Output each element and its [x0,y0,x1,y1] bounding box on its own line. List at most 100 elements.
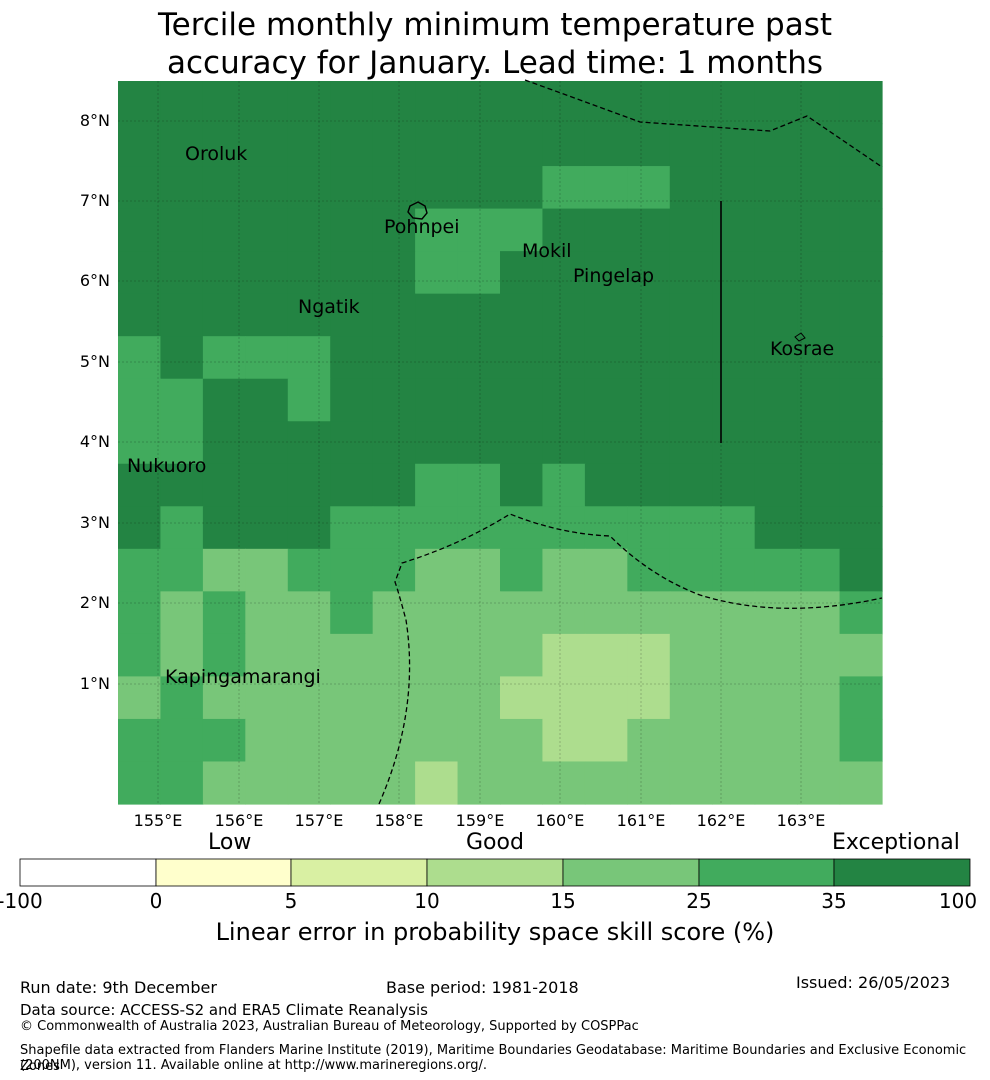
grid-cell [415,378,459,422]
colorbar-swatches [19,858,971,887]
grid-cell [627,676,671,720]
grid-cell [245,591,289,635]
colorbar-tick: 0 [149,889,163,913]
grid-cell [245,676,289,720]
grid-cell [584,676,628,720]
issued-date: Issued: 26/05/2023 [796,973,951,992]
grid-cell [627,378,671,422]
grid-cell [839,166,883,210]
title-line-1: Tercile monthly minimum temperature past [157,7,833,43]
grid-cell [754,166,798,210]
grid-cell [330,336,374,380]
grid-cell [669,378,713,422]
grid-cell [542,591,586,635]
grid-cell [457,676,501,720]
grid-cell [287,506,331,550]
grid-cell [712,123,756,167]
grid-cell [245,548,289,592]
grid-cell [330,378,374,422]
grid-cell [457,591,501,635]
grid-cell [202,166,246,210]
grid-cell [415,676,459,720]
grid-cell [754,421,798,465]
lat-label: 5°N [80,352,110,371]
lon-label: 162°E [697,811,746,830]
grid-cell [118,548,162,592]
grid-cell [542,718,586,763]
grid-cell [669,336,713,380]
grid-cell [627,123,671,167]
grid-cell [542,123,586,167]
grid-cell [627,761,671,805]
grid-cell [287,463,331,507]
kosrae-island [794,332,806,342]
place-label-kapingamarangi: Kapingamarangi [165,666,321,688]
grid-cell [457,506,501,550]
grid-cell [415,81,459,125]
pohnpei-island [407,201,428,220]
grid-cell [457,166,501,210]
grid-cell [627,463,671,507]
grid-cell [372,676,416,720]
grid-cell [372,591,416,635]
grid-cell [754,506,798,550]
grid-cell [202,251,246,295]
grid-cell [669,676,713,720]
grid-cell [584,208,628,252]
grid-cell [584,548,628,592]
grid-cell [287,378,331,422]
grid-cell [160,761,204,805]
grid-cell [500,676,544,720]
lon-label: 157°E [295,811,344,830]
grid-cell [627,336,671,380]
grid-cell [669,208,713,252]
grid-cell [584,633,628,678]
grid-cell [754,633,798,678]
grid-cell [797,336,841,380]
grid-cell [415,591,459,635]
grid-cell [118,633,162,678]
grid-cell [118,336,162,380]
grid-cell [839,208,883,252]
grid-cell [160,506,204,550]
grid-cell [118,81,162,125]
grid-cell [500,166,544,210]
grid-cell [669,761,713,805]
grid-cell [160,421,204,465]
grid-cell [669,633,713,678]
grid-cell [330,676,374,720]
grid-cell [712,293,756,337]
grid-cell [500,463,544,507]
grid-cell [542,761,586,805]
grid-cell [245,506,289,550]
grid-cell [202,123,246,167]
grid-cell [584,421,628,465]
grid-cell [669,166,713,210]
grid-cell [500,718,544,763]
grid-cell [669,506,713,550]
grid-cell [500,506,544,550]
grid-cell [457,463,501,507]
grid-cell [330,463,374,507]
grid-cell [372,166,416,210]
grid-cell [330,421,374,465]
grid-cell [245,166,289,210]
grid-cell [330,718,374,763]
grid-cell [627,251,671,295]
skill-grid [118,81,883,805]
grid-cell [415,336,459,380]
colorbar-tick: 25 [686,889,712,913]
grid-cell [457,378,501,422]
place-label-nukuoro: Nukuoro [127,455,206,477]
grid-cell [330,293,374,337]
grid-cell [754,208,798,252]
grid-cell [500,761,544,805]
grid-cell [245,293,289,337]
grid-cell [669,251,713,295]
grid-cell [669,293,713,337]
place-label-kosrae: Kosrae [770,338,834,360]
grid-cell [542,633,586,678]
grid-cell [118,718,162,763]
grid-cell [839,463,883,507]
grid-cell [287,81,331,125]
